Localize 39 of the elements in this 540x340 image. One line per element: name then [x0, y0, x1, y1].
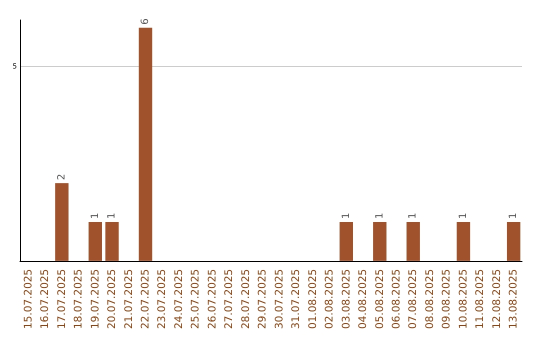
x-tick-label: 13.08.2025 — [508, 268, 520, 330]
x-tick-label: 16.07.2025 — [39, 268, 52, 330]
x-tick-label: 17.07.2025 — [56, 268, 68, 330]
x-tick-label: 19.07.2025 — [89, 268, 102, 330]
x-tick-label: 22.07.2025 — [140, 268, 152, 330]
x-tick-label: 30.07.2025 — [273, 268, 286, 330]
x-tick-label: 04.08.2025 — [357, 268, 370, 330]
x-tick-label: 10.08.2025 — [457, 268, 470, 330]
x-tick-label: 15.07.2025 — [22, 268, 34, 330]
data-label: 1 — [90, 212, 101, 220]
data-label: 1 — [458, 212, 469, 220]
x-tick-label: 23.07.2025 — [156, 268, 168, 330]
data-label: 6 — [140, 18, 151, 25]
data-label: 2 — [56, 174, 68, 180]
x-tick-label: 31.07.2025 — [290, 268, 302, 330]
x-tick-label: 28.07.2025 — [240, 268, 252, 330]
x-tick-label: 12.08.2025 — [490, 268, 503, 330]
x-tick-label: 02.08.2025 — [324, 268, 336, 330]
x-tick-label: 03.08.2025 — [340, 268, 352, 330]
data-label: 1 — [340, 212, 352, 220]
x-tick-label: 27.07.2025 — [223, 268, 236, 330]
x-tick-label: 07.08.2025 — [407, 268, 420, 330]
x-tick-label: 20.07.2025 — [106, 268, 118, 330]
x-tick-label: 24.07.2025 — [172, 268, 185, 330]
data-label: 1 — [508, 212, 520, 220]
x-tick-label: 21.07.2025 — [122, 268, 135, 330]
x-tick-label: 11.08.2025 — [474, 268, 486, 330]
x-tick-label: 05.08.2025 — [374, 268, 386, 330]
x-tick-label: 08.08.2025 — [424, 268, 436, 330]
x-tick-label: 18.07.2025 — [72, 268, 85, 330]
x-tick-label: 06.08.2025 — [390, 268, 402, 330]
x-tick-label: 25.07.2025 — [190, 268, 202, 330]
x-tick-label: 26.07.2025 — [206, 268, 218, 330]
data-label: 1 — [408, 212, 419, 220]
x-tick-label: 01.08.2025 — [306, 268, 319, 330]
data-label: 1 — [374, 212, 386, 220]
data-label: 1 — [106, 212, 118, 220]
x-tick-label: 29.07.2025 — [256, 268, 269, 330]
x-tick-label: 09.08.2025 — [440, 268, 453, 330]
